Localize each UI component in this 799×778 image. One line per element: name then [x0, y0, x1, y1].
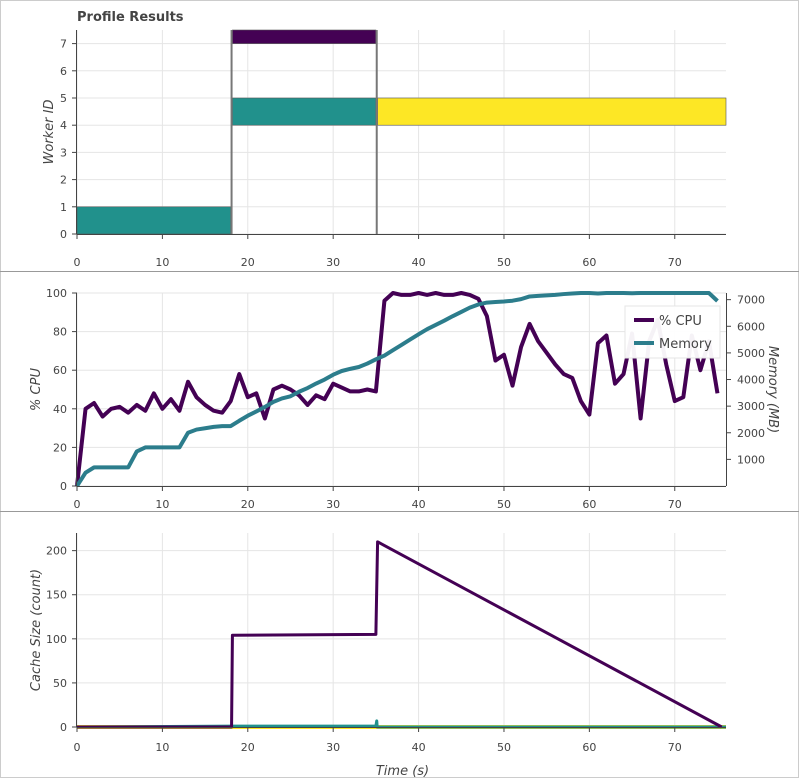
- x-tick-label: 70: [668, 741, 682, 754]
- x-axis-label: Time (s): [376, 764, 429, 778]
- x-tick-label: 60: [582, 498, 596, 511]
- y2-tick-label: 7000: [737, 294, 765, 307]
- y-tick-label: 4: [60, 119, 67, 132]
- x-tick-label: 40: [412, 498, 426, 511]
- y-tick-label: 80: [53, 326, 67, 339]
- y-tick-label: 5: [60, 92, 67, 105]
- y2-tick-label: 3000: [737, 400, 765, 413]
- x-tick-label: 20: [241, 741, 255, 754]
- y-tick-label: 200: [46, 545, 67, 558]
- legend-label-0: % CPU: [659, 314, 702, 329]
- task-bar-1: [232, 97, 377, 126]
- x-tick-label: 20: [241, 256, 255, 269]
- x-tick-label: 30: [326, 741, 340, 754]
- y-tick-label: 100: [46, 633, 67, 646]
- x-tick-label: 70: [668, 256, 682, 269]
- x-tick-label: 50: [497, 498, 511, 511]
- x-tick-label: 20: [241, 498, 255, 511]
- x-tick-label: 40: [412, 741, 426, 754]
- task-bar-3: [377, 97, 727, 126]
- x-tick-label: 10: [155, 741, 169, 754]
- y-tick-label: 0: [60, 721, 67, 734]
- x-tick-label: 50: [497, 256, 511, 269]
- y-tick-label: 50: [53, 677, 67, 690]
- y-tick-label: 6: [60, 65, 67, 78]
- cpu-series-line: [75, 291, 720, 487]
- x-tick-label: 30: [326, 498, 340, 511]
- y-tick-label: 150: [46, 589, 67, 602]
- task-bar-0: [76, 206, 232, 235]
- memory-series-line: [75, 291, 719, 488]
- y2-tick-label: 4000: [737, 374, 765, 387]
- y-axis-label: Cache Size (count): [29, 569, 44, 691]
- cache-series-line-0: [77, 540, 723, 729]
- y-tick-label: 3: [60, 146, 67, 159]
- y-axis-label: % CPU: [29, 368, 44, 411]
- y2-tick-label: 1000: [737, 453, 765, 466]
- legend: % CPU Memory: [624, 305, 721, 359]
- x-tick-label: 60: [582, 256, 596, 269]
- y-axis-label: Worker ID: [42, 100, 57, 165]
- x-tick-label: 40: [412, 256, 426, 269]
- chart-title: Profile Results: [77, 10, 184, 25]
- y-tick-label: 2: [60, 174, 67, 187]
- task-bar-2: [232, 29, 377, 44]
- y2-tick-label: 2000: [737, 427, 765, 440]
- legend-label-1: Memory: [659, 337, 712, 352]
- x-tick-label: 60: [582, 741, 596, 754]
- profile-panel: Profile Results 0 10 20 30 40 50 60 70 0 1 2 3 4 5 6 7 Wo…: [42, 10, 727, 269]
- y-tick-label: 0: [60, 228, 67, 241]
- x-tick-label: 10: [155, 498, 169, 511]
- x-tick-label: 30: [326, 256, 340, 269]
- x-tick-label: 0: [74, 741, 81, 754]
- y2-tick-label: 6000: [737, 320, 765, 333]
- y2-tick-label: 5000: [737, 347, 765, 360]
- x-tick-label: 0: [74, 498, 81, 511]
- x-tick-label: 10: [155, 256, 169, 269]
- y-tick-label: 7: [60, 38, 67, 51]
- y-tick-label: 0: [60, 480, 67, 493]
- y-tick-label: 40: [53, 403, 67, 416]
- x-tick-label: 50: [497, 741, 511, 754]
- y-tick-label: 100: [46, 287, 67, 300]
- y2-axis-label: Memory (MB): [765, 346, 780, 433]
- y-tick-label: 20: [53, 441, 67, 454]
- resources-panel: 0 10 20 30 40 50 60 70 0 20 40 60 80 100 1000 2000 3000 4…: [29, 287, 780, 511]
- legend-box: [624, 305, 721, 359]
- y-tick-label: 60: [53, 364, 67, 377]
- x-tick-label: 70: [668, 498, 682, 511]
- y-tick-label: 1: [60, 201, 67, 214]
- x-tick-label: 0: [74, 256, 81, 269]
